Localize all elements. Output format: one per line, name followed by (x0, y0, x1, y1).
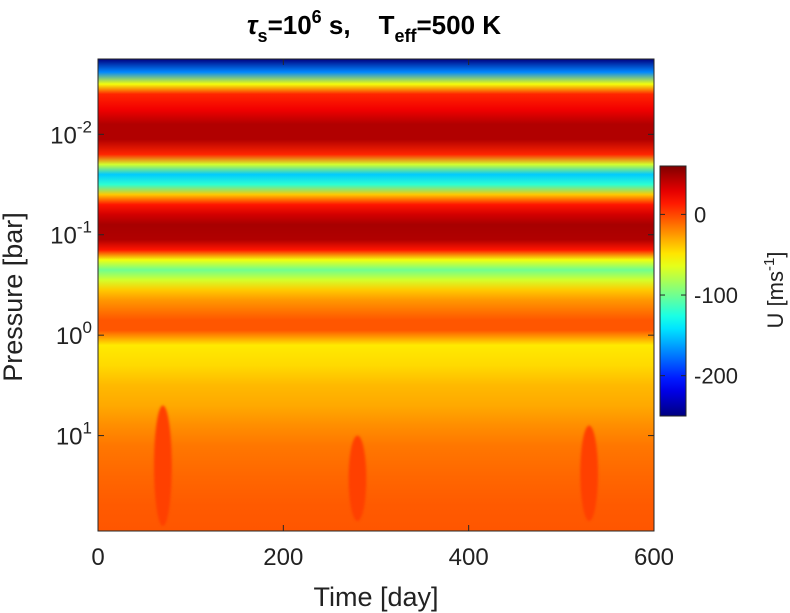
colorbar-bar (659, 165, 687, 417)
y-tick-label: 101 (56, 419, 92, 451)
colorbar-tick-label: -100 (694, 283, 738, 308)
x-tick-label: 0 (91, 544, 104, 571)
y-axis: 10-2 10-1 100 101 (50, 117, 654, 451)
colorbar-tick-label: -200 (694, 364, 738, 389)
title-teff-letter: T (379, 10, 395, 40)
x-axis: 0 200 400 600 (91, 59, 674, 571)
chart-title: τs=106 s, Teff=500 K (247, 7, 501, 46)
colorbar-label-exponent: -1 (761, 258, 778, 271)
colorbar-label-close: ] (763, 252, 788, 258)
x-tick-label: 600 (634, 544, 674, 571)
title-unit: s, (322, 10, 351, 40)
title-eq2: =500 K (417, 10, 502, 40)
title-teff-subscript: eff (395, 26, 418, 46)
plot-area (98, 59, 654, 531)
x-tick-label: 400 (449, 544, 489, 571)
x-tick-label: 200 (263, 544, 303, 571)
plot-frame (97, 58, 655, 532)
jets-layer (153, 405, 599, 526)
title-eq1: =10 (268, 10, 312, 40)
title-tau-subscript: s (258, 26, 268, 46)
colorbar-tick-label: 0 (694, 202, 706, 227)
jet-feature-3 (580, 425, 599, 521)
wind-field (98, 59, 654, 531)
colorbar-label: U [ms-1] (761, 252, 788, 329)
colorbar-label-text: U [ms (763, 271, 788, 328)
colorbar: 0 -100 -200 U [ms-1] (659, 165, 788, 417)
x-axis-label: Time [day] (313, 582, 438, 612)
colorbar-ticks: 0 -100 -200 (660, 202, 738, 389)
y-tick-label: 10-1 (50, 218, 92, 250)
y-tick-label: 10-2 (50, 117, 92, 149)
title-exponent: 6 (312, 7, 322, 27)
y-axis-label: Pressure [bar] (0, 212, 28, 382)
jet-feature-2 (348, 435, 367, 521)
y-tick-label: 100 (56, 318, 92, 350)
jet-feature-1 (153, 405, 172, 526)
title-tau-symbol: τ (247, 10, 259, 40)
